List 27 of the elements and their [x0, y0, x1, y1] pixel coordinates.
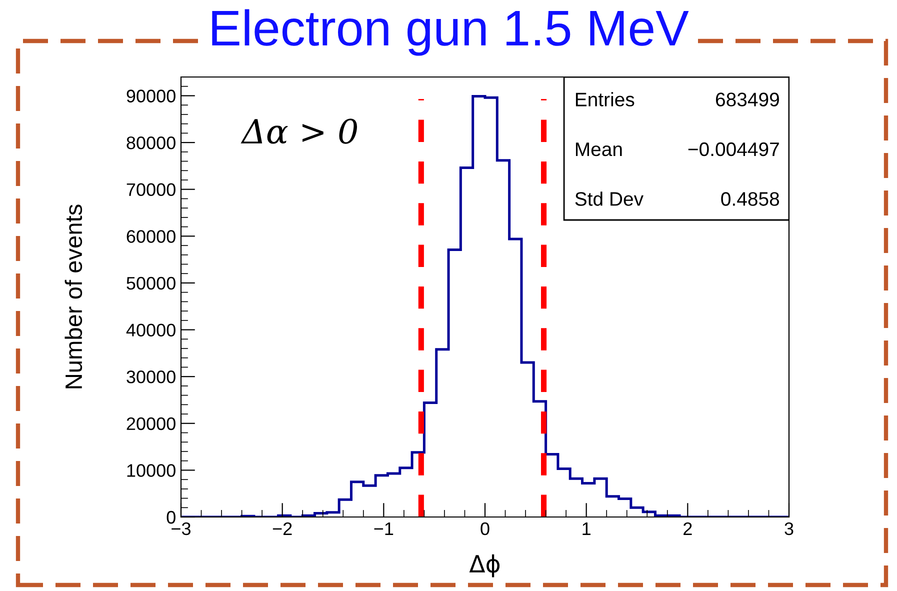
y-tick-label: 20000: [126, 417, 176, 430]
annotation: Δα > 0: [240, 118, 357, 144]
x-tick-label: 3: [784, 522, 794, 536]
x-tick-label: −3: [172, 522, 190, 536]
x-tick-label: −2: [272, 522, 292, 535]
y-tick-label: 30000: [126, 370, 176, 384]
y-tick-label: 60000: [126, 230, 176, 243]
y-axis-title: Number of events: [64, 204, 82, 388]
annotation: Mean: [576, 142, 622, 156]
y-tick-label: 10000: [127, 464, 176, 477]
y-tick-label: 80000: [126, 136, 176, 150]
x-axis-title: Δϕ: [469, 554, 500, 578]
chart-title: Electron gun 1.5 MeV: [212, 9, 689, 56]
annotation: Std Dev: [575, 192, 644, 206]
x-tick-label: 2: [684, 522, 692, 535]
y-tick-label: 70000: [126, 183, 176, 196]
x-tick-label: −1: [374, 522, 394, 535]
y-tick-label: 50000: [126, 276, 176, 290]
x-tick-label: 1: [582, 522, 590, 535]
y-tick-label: 40000: [126, 324, 176, 336]
x-tick-label: 0: [480, 522, 490, 536]
annotation: 683499: [716, 92, 779, 106]
annotation: −0.004497: [688, 142, 779, 156]
y-tick-label: 90000: [126, 90, 176, 102]
annotation: Entries: [576, 92, 634, 106]
y-tick-label: 0: [166, 510, 176, 524]
annotation: 0.4858: [721, 192, 780, 206]
